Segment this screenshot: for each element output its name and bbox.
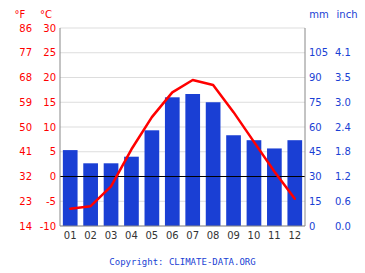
grid-line <box>60 226 305 227</box>
bar <box>165 97 180 226</box>
y-tick-label: 5 <box>50 146 56 157</box>
zero-line <box>60 176 305 177</box>
grid-line <box>60 176 305 177</box>
y2-secondary-tick-label: 1.2 <box>335 171 351 182</box>
y-secondary-tick-label: 41 <box>19 146 32 157</box>
plot-area <box>60 80 305 226</box>
grid-line <box>60 102 305 103</box>
y-tick-label: -10 <box>40 221 56 232</box>
y2-tick-label: 105 <box>309 47 328 58</box>
y-tick-label: 10 <box>43 122 56 133</box>
y-secondary-tick-label: 23 <box>19 196 32 207</box>
y-secondary-tick-label: 14 <box>19 221 32 232</box>
y2-label: mm <box>309 9 328 20</box>
y2-secondary-tick-label: 1.8 <box>335 146 351 157</box>
x-tick-label: 06 <box>166 230 179 241</box>
bar <box>206 102 221 226</box>
x-tick-label: 02 <box>84 230 97 241</box>
y2-secondary-tick-label: 0.0 <box>335 221 351 232</box>
y2-secondary-tick-label: 3.5 <box>335 72 351 83</box>
y2-tick-label: 0 <box>309 221 315 232</box>
y-secondary-tick-label: 77 <box>19 47 32 58</box>
x-tick-label: 07 <box>186 230 199 241</box>
y2-secondary-tick-label: 3.0 <box>335 97 351 108</box>
grid-line <box>60 127 305 128</box>
y-secondary-label: °F <box>15 9 26 20</box>
y-tick-label: 25 <box>43 47 56 58</box>
bar <box>104 163 119 226</box>
y-tick-label: 30 <box>43 23 56 34</box>
y-secondary-tick-label: 32 <box>19 171 32 182</box>
y2-tick-label: 30 <box>309 171 322 182</box>
x-tick-label: 04 <box>125 230 138 241</box>
x-tick-label: 10 <box>248 230 261 241</box>
x-tick-label: 05 <box>146 230 159 241</box>
x-tick-label: 09 <box>227 230 240 241</box>
y2-axis <box>305 28 306 226</box>
y2-secondary-tick-label: 2.4 <box>335 122 351 133</box>
grid-line <box>60 52 305 53</box>
y-tick-label: -5 <box>46 196 56 207</box>
bar <box>185 94 200 226</box>
x-tick-label: 08 <box>207 230 220 241</box>
bar <box>124 157 139 226</box>
y2-secondary-label: inch <box>337 9 358 20</box>
x-tick-label: 11 <box>268 230 281 241</box>
y2-tick-label: 15 <box>309 196 322 207</box>
x-axis <box>60 226 305 227</box>
copyright: Copyright: CLIMATE-DATA.ORG <box>109 257 255 267</box>
y-secondary-tick-label: 68 <box>19 72 32 83</box>
y2-secondary-tick-label: 0.6 <box>335 196 351 207</box>
y2-secondary-tick-label: 4.1 <box>335 47 351 58</box>
grid-line <box>60 77 305 78</box>
y2-tick-label: 90 <box>309 72 322 83</box>
y-axis <box>60 28 61 226</box>
bar <box>247 140 262 226</box>
y-tick-label: 0 <box>50 171 56 182</box>
temperature-line <box>70 80 295 209</box>
grid-line <box>60 28 305 29</box>
y-tick-label: 15 <box>43 97 56 108</box>
y-label: °C <box>40 9 52 20</box>
y-tick-label: 20 <box>43 72 56 83</box>
y2-tick-label: 45 <box>309 146 322 157</box>
x-tick-label: 03 <box>105 230 118 241</box>
y-secondary-tick-label: 86 <box>19 23 32 34</box>
bar <box>145 130 160 226</box>
x-tick-label: 01 <box>64 230 77 241</box>
bar <box>267 148 282 226</box>
y-secondary-tick-label: 50 <box>19 122 32 133</box>
bar <box>63 150 78 226</box>
bar <box>287 140 302 226</box>
x-tick-label: 12 <box>288 230 301 241</box>
chart: -10-505101520253014233241505968778601530… <box>0 0 365 273</box>
y-secondary-tick-label: 59 <box>19 97 32 108</box>
bar <box>226 135 241 226</box>
y2-tick-label: 75 <box>309 97 322 108</box>
y2-tick-label: 60 <box>309 122 322 133</box>
bar <box>83 163 98 226</box>
